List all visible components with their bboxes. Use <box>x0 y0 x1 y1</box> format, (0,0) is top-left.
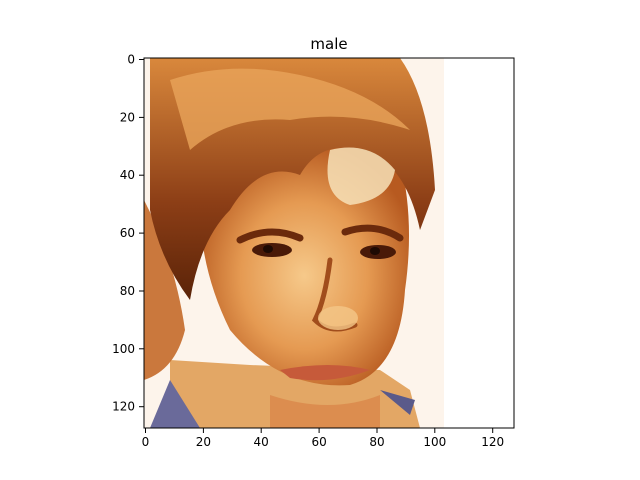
y-tick-label: 60 <box>120 226 135 240</box>
x-tick-label: 80 <box>369 435 384 449</box>
x-tick-label: 120 <box>481 435 504 449</box>
x-tick-label: 20 <box>196 435 211 449</box>
y-tick-label: 80 <box>120 284 135 298</box>
y-axis: 0 20 40 60 80 100 120 <box>112 53 144 414</box>
y-tick-label: 0 <box>127 53 135 67</box>
x-tick-label: 60 <box>311 435 326 449</box>
axes-frame <box>143 57 515 429</box>
face-image <box>144 58 514 428</box>
x-tick-label: 100 <box>423 435 446 449</box>
y-tick-label: 20 <box>120 110 135 124</box>
y-tick-label: 120 <box>112 400 135 414</box>
x-axis: 0 20 40 60 80 100 120 <box>142 428 504 449</box>
y-tick-label: 100 <box>112 342 135 356</box>
y-tick-label: 40 <box>120 168 135 182</box>
x-tick-label: 40 <box>254 435 269 449</box>
x-tick-label: 0 <box>142 435 150 449</box>
figure-title: male <box>310 35 347 53</box>
